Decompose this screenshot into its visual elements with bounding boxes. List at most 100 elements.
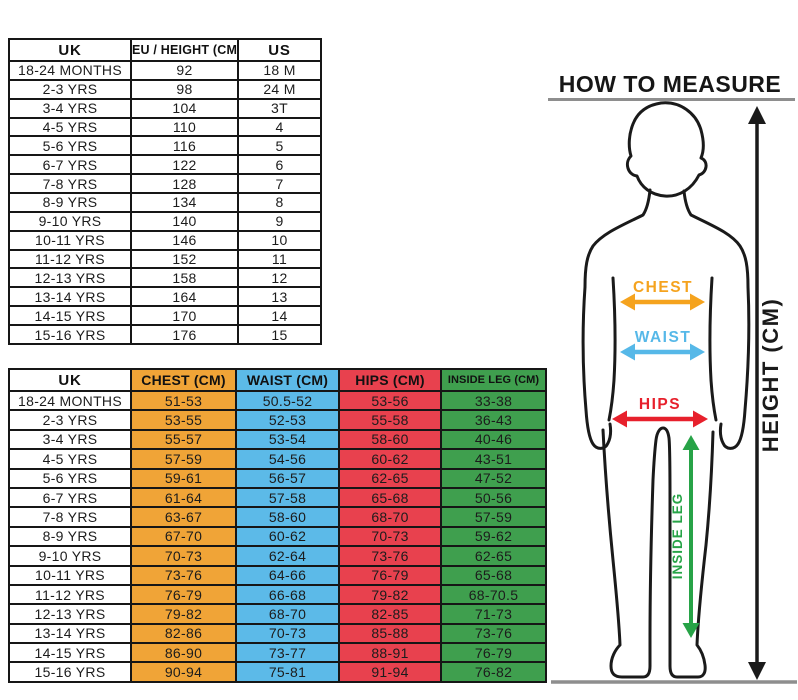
measure-table-cell: 12-13 YRS bbox=[8, 603, 132, 625]
hips-arrowhead-left bbox=[612, 410, 627, 428]
waist-arrow: WAIST bbox=[620, 329, 705, 361]
chest-arrow: CHEST bbox=[620, 279, 705, 311]
measure-table-cell: 70-73 bbox=[338, 525, 442, 548]
size-table-row: 18-24 MONTHS 92 18 M bbox=[8, 60, 322, 81]
measure-table-cell: 73-76 bbox=[130, 564, 237, 586]
size-table-row: 4-5 YRS 110 4 bbox=[8, 116, 322, 138]
measure-table-cell: 59-62 bbox=[440, 525, 547, 548]
measure-table-cell: 15-16 YRS bbox=[8, 661, 132, 683]
measure-table-row: 5-6 YRS 59-61 56-57 62-65 47-52 bbox=[8, 467, 547, 489]
measure-table-cell: 71-73 bbox=[440, 603, 547, 625]
size-table-cell: 11-12 YRS bbox=[8, 248, 132, 270]
measure-table-cell: 50.5-52 bbox=[235, 389, 340, 412]
measure-table-cell: 6-7 YRS bbox=[8, 486, 132, 509]
size-table-cell: 13-14 YRS bbox=[8, 286, 132, 308]
size-table-cell: 12 bbox=[237, 267, 322, 289]
measure-table-row: 2-3 YRS 53-55 52-53 55-58 36-43 bbox=[8, 409, 547, 431]
measure-table-cell: 4-5 YRS bbox=[8, 448, 132, 470]
size-table-cell: 9 bbox=[237, 210, 322, 232]
size-table-header: EU / HEIGHT (CM) bbox=[130, 38, 239, 62]
figure-legs bbox=[601, 426, 715, 679]
measure-table-cell: 53-55 bbox=[130, 409, 237, 431]
measure-table-cell: 61-64 bbox=[130, 486, 237, 509]
measure-table-cell: 58-60 bbox=[235, 506, 340, 528]
inside-leg-arrowhead-top bbox=[682, 435, 700, 450]
measure-table-cell: 52-53 bbox=[235, 409, 340, 431]
figure-head bbox=[625, 101, 708, 198]
size-table-row: 15-16 YRS 176 15 bbox=[8, 324, 322, 345]
size-table-cell: 158 bbox=[130, 267, 239, 289]
size-table-cell: 13 bbox=[237, 286, 322, 308]
hips-label: HIPS bbox=[639, 396, 681, 413]
size-table-cell: 4-5 YRS bbox=[8, 116, 132, 138]
height-arrowhead-top bbox=[748, 106, 766, 124]
measure-table-cell: 86-90 bbox=[130, 642, 237, 664]
measure-table-cell: 70-73 bbox=[130, 545, 237, 567]
body-measurement-table: UK CHEST (CM) WAIST (CM) HIPS (CM) INSIDE LE… bbox=[8, 368, 547, 683]
size-table-cell: 6 bbox=[237, 154, 322, 176]
measure-table-cell: 76-79 bbox=[130, 583, 237, 606]
size-table-body: 18-24 MONTHS 92 18 M 2-3 YRS 98 24 M 3-4 YRS 10… bbox=[8, 60, 322, 345]
measure-table-row: 18-24 MONTHS 51-53 50.5-52 53-56 33-38 bbox=[8, 389, 547, 412]
size-table-cell: 18 M bbox=[237, 60, 322, 81]
measure-table-cell: 50-56 bbox=[440, 486, 547, 509]
size-table-cell: 10 bbox=[237, 229, 322, 251]
size-table-row: 3-4 YRS 104 3T bbox=[8, 97, 322, 119]
size-table-row: 7-8 YRS 128 7 bbox=[8, 173, 322, 195]
measure-table-cell: 60-62 bbox=[235, 525, 340, 548]
measure-table-cell: 73-76 bbox=[338, 545, 442, 567]
measure-table-body: 18-24 MONTHS 51-53 50.5-52 53-56 33-38 2-3 YR… bbox=[8, 389, 547, 683]
measure-table-cell: 53-56 bbox=[338, 389, 442, 412]
size-table-header-row: UK EU / HEIGHT (CM) US bbox=[8, 38, 322, 62]
size-table-cell: 4 bbox=[237, 116, 322, 138]
measure-table-cell: 54-56 bbox=[235, 448, 340, 470]
measure-table-cell: 58-60 bbox=[338, 428, 442, 451]
size-table-cell: 104 bbox=[130, 97, 239, 119]
measure-table-cell: 75-81 bbox=[235, 661, 340, 683]
measure-table-cell: 70-73 bbox=[235, 622, 340, 645]
measure-table-cell: 5-6 YRS bbox=[8, 467, 132, 489]
size-table-cell: 6-7 YRS bbox=[8, 154, 132, 176]
measure-table-cell: 57-59 bbox=[130, 448, 237, 470]
measure-table-header: WAIST (CM) bbox=[235, 368, 340, 392]
size-table-cell: 15-16 YRS bbox=[8, 324, 132, 345]
measure-table-cell: 76-82 bbox=[440, 661, 547, 683]
waist-label: WAIST bbox=[635, 329, 692, 346]
size-table-cell: 92 bbox=[130, 60, 239, 81]
measure-table-cell: 11-12 YRS bbox=[8, 583, 132, 606]
measure-table-cell: 18-24 MONTHS bbox=[8, 389, 132, 412]
size-table-cell: 134 bbox=[130, 192, 239, 213]
measure-table-cell: 68-70.5 bbox=[440, 583, 547, 606]
size-table-cell: 98 bbox=[130, 78, 239, 100]
measure-table-cell: 63-67 bbox=[130, 506, 237, 528]
measure-table-cell: 9-10 YRS bbox=[8, 545, 132, 567]
size-table-head: UK EU / HEIGHT (CM) US bbox=[8, 38, 322, 62]
measure-table-cell: 76-79 bbox=[440, 642, 547, 664]
size-table-row: 12-13 YRS 158 12 bbox=[8, 267, 322, 289]
inside-leg-label: INSIDE LEG bbox=[670, 493, 685, 580]
size-table-cell: 3T bbox=[237, 97, 322, 119]
measure-table-cell: 8-9 YRS bbox=[8, 525, 132, 548]
size-table-cell: 5 bbox=[237, 135, 322, 157]
size-table-cell: 9-10 YRS bbox=[8, 210, 132, 232]
height-arrowhead-bottom bbox=[748, 662, 766, 680]
measure-table-cell: 90-94 bbox=[130, 661, 237, 683]
measure-table-row: 14-15 YRS 86-90 73-77 88-91 76-79 bbox=[8, 642, 547, 664]
measure-table-cell: 91-94 bbox=[338, 661, 442, 683]
size-table-row: 2-3 YRS 98 24 M bbox=[8, 78, 322, 100]
figure-right-arm-inner bbox=[708, 276, 718, 422]
measure-table-cell: 57-59 bbox=[440, 506, 547, 528]
size-table-cell: 140 bbox=[130, 210, 239, 232]
size-table-cell: 170 bbox=[130, 305, 239, 327]
hips-arrowhead-right bbox=[693, 410, 708, 428]
size-table-cell: 116 bbox=[130, 135, 239, 157]
measure-table-row: 8-9 YRS 67-70 60-62 70-73 59-62 bbox=[8, 525, 547, 548]
size-table-cell: 14-15 YRS bbox=[8, 305, 132, 327]
measure-table-cell: 62-64 bbox=[235, 545, 340, 567]
measure-table-cell: 79-82 bbox=[130, 603, 237, 625]
measure-table-cell: 33-38 bbox=[440, 389, 547, 412]
measure-table-row: 11-12 YRS 76-79 66-68 79-82 68-70.5 bbox=[8, 583, 547, 606]
measure-table-row: 3-4 YRS 55-57 53-54 58-60 40-46 bbox=[8, 428, 547, 451]
